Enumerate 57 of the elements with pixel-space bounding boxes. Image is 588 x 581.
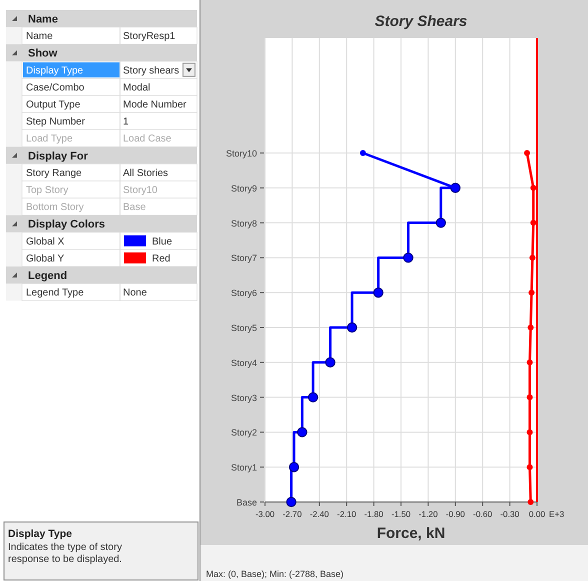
- text: Name: [26, 31, 54, 42]
- y-tick-label: Story8: [230, 218, 257, 228]
- text: Indicates the type of story response to be displayed.: [8, 542, 122, 565]
- text: Global Y: [26, 253, 65, 264]
- text: Base: [123, 202, 146, 214]
- text: Output Type: [26, 100, 81, 110]
- text: Top Story: [26, 185, 68, 196]
- text: Display Type: [8, 528, 72, 540]
- x-tick-label: -1.50: [391, 509, 411, 519]
- text: 1: [123, 116, 129, 128]
- x-axis-title: Force, kN: [376, 525, 446, 542]
- text: Display Colors: [28, 218, 106, 231]
- x-tick-label: 0.00: [528, 509, 546, 519]
- y-tick-label: Story9: [230, 183, 257, 194]
- y-tick-label: Story2: [230, 428, 257, 438]
- x-tick-label: -2.70: [282, 509, 302, 519]
- y-tick-label: Story10: [226, 148, 257, 158]
- x-tick-label: -0.90: [446, 509, 466, 519]
- x-tick-label: -2.10: [337, 509, 356, 519]
- text: None: [123, 288, 148, 299]
- text: Story10: [123, 185, 158, 196]
- text: Display For: [28, 150, 89, 162]
- text: Story shears: [123, 65, 180, 76]
- y-tick-label: Story4: [230, 358, 257, 368]
- chart-title: Story Shears: [374, 13, 468, 30]
- text: Display Type: [26, 65, 84, 76]
- y-tick-label: Story1: [230, 462, 257, 473]
- text: E+3: [549, 509, 564, 519]
- x-tick-label: -0.60: [473, 509, 492, 519]
- x-tick-label: -0.30: [500, 509, 520, 519]
- text: Name: [28, 14, 58, 26]
- x-tick-label: -1.20: [418, 509, 438, 519]
- text: Load Case: [123, 134, 172, 145]
- y-tick-label: Story7: [230, 253, 257, 264]
- text: Bottom Story: [26, 202, 84, 214]
- x-tick-label: -1.80: [364, 509, 384, 519]
- text: Global X: [26, 236, 65, 248]
- text: All Stories: [123, 168, 168, 179]
- text: Legend Type: [26, 288, 84, 299]
- text: Step Number: [26, 116, 86, 128]
- y-tick-label: Story6: [230, 288, 257, 298]
- text: StoryResp1: [123, 31, 176, 42]
- x-tick-label: -2.40: [310, 509, 330, 519]
- text: Mode Number: [123, 100, 188, 110]
- y-tick-label: Base: [236, 498, 257, 508]
- y-tick-label: Story3: [230, 392, 257, 403]
- text: Modal: [123, 82, 150, 94]
- text: Case/Combo: [26, 82, 85, 94]
- text: Blue: [152, 236, 172, 248]
- text: Story Range: [26, 168, 82, 179]
- text: Show: [28, 48, 58, 60]
- text: Legend: [28, 270, 68, 282]
- text: Load Type: [26, 134, 73, 145]
- text: Max: (0, Base); Min: (-2788, Base): [206, 569, 344, 579]
- x-tick-label: -3.00: [255, 509, 275, 519]
- y-tick-label: Story5: [230, 323, 257, 333]
- text: Red: [152, 253, 170, 264]
